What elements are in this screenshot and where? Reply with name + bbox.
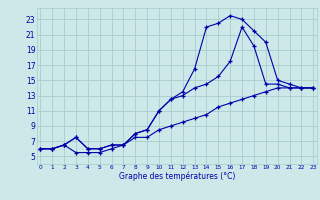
X-axis label: Graphe des températures (°C): Graphe des températures (°C) (119, 172, 235, 181)
